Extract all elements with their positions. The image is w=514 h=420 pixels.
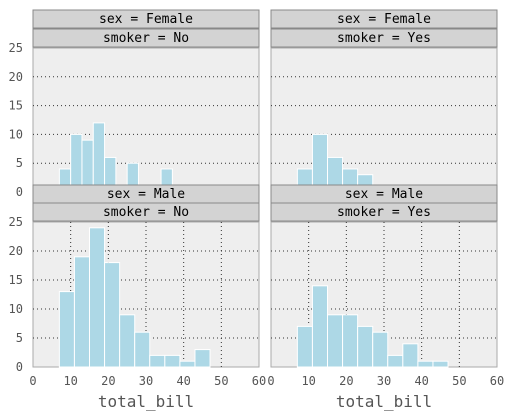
x-axis-label: total_bill	[98, 392, 194, 411]
y-tick-label: 0	[16, 185, 23, 199]
facet-strip-col: smoker = Yes	[270, 28, 498, 48]
histogram-bar	[119, 314, 136, 368]
histogram-bar	[342, 314, 359, 368]
x-tick-label: 0	[29, 374, 36, 388]
x-tick-label: 10	[301, 374, 315, 388]
y-tick-label: 10	[9, 127, 23, 141]
x-tick-label: 40	[176, 374, 190, 388]
x-tick-label: 30	[377, 374, 391, 388]
facet-strip-row: sex = Male	[32, 184, 260, 204]
strip-background	[270, 28, 498, 48]
histogram-bar	[89, 227, 106, 368]
x-tick-label: 20	[339, 374, 353, 388]
facet-strip-col: smoker = No	[32, 202, 260, 222]
histogram-bar	[417, 360, 434, 368]
histogram-bar	[357, 325, 374, 368]
y-tick-label: 10	[9, 302, 23, 316]
strip-label: smoker = No	[103, 205, 189, 220]
histogram-bar	[104, 262, 121, 368]
x-tick-label: 20	[101, 374, 115, 388]
histogram-bar	[149, 354, 166, 368]
facet-strip-row: sex = Male	[270, 184, 498, 204]
histogram-bar	[179, 360, 196, 368]
y-tick-label: 20	[9, 70, 23, 84]
strip-label: sex = Female	[337, 12, 431, 27]
y-tick-label: 15	[9, 273, 23, 287]
strip-background	[32, 28, 260, 48]
x-tick-label: 40	[414, 374, 428, 388]
x-tick-label: 0	[267, 374, 274, 388]
histogram-bar	[311, 133, 328, 193]
facet-panel-2: sex = Female smoker = Yes	[270, 9, 498, 193]
facet-panel-1: sex = Female smoker = No 0 5 10 15 20 25	[9, 9, 260, 199]
histogram-bar	[194, 349, 211, 368]
gridlines	[271, 76, 497, 164]
histogram-bar	[92, 122, 106, 193]
strip-background	[270, 9, 498, 29]
x-tick-label: 10	[63, 374, 77, 388]
strip-background	[270, 202, 498, 222]
histogram-bar	[164, 354, 181, 368]
histogram-bar	[387, 354, 404, 368]
strip-label: smoker = No	[103, 31, 189, 46]
strip-label: smoker = Yes	[337, 205, 431, 220]
strip-label: sex = Male	[345, 187, 423, 202]
y-tick-label: 15	[9, 99, 23, 113]
y-tick-label: 25	[9, 41, 23, 55]
histogram-bar	[372, 331, 389, 368]
histogram-bar	[311, 285, 328, 368]
histogram-bar	[58, 291, 75, 368]
x-tick-label: 30	[139, 374, 153, 388]
x-tick-label: 60	[252, 374, 266, 388]
panel-background	[270, 47, 498, 193]
strip-label: sex = Male	[107, 187, 185, 202]
strip-background	[32, 202, 260, 222]
histogram-bar	[432, 360, 449, 368]
y-tick-label: 5	[16, 156, 23, 170]
histogram-bar	[296, 325, 313, 368]
gridlines	[33, 76, 259, 164]
x-tick-label: 60	[490, 374, 504, 388]
facet-strip-col: smoker = Yes	[270, 202, 498, 222]
y-tick-label: 0	[16, 360, 23, 374]
strip-background	[32, 9, 260, 29]
facet-strip-row: sex = Female	[32, 9, 260, 29]
strip-label: sex = Female	[99, 12, 193, 27]
histogram-bar	[81, 139, 94, 193]
facet-strip-col: smoker = No	[32, 28, 260, 48]
y-tick-label: 5	[16, 331, 23, 345]
facet-strip-row: sex = Female	[270, 9, 498, 29]
x-tick-label: 50	[214, 374, 228, 388]
x-tick-label: 50	[452, 374, 466, 388]
facet-panel-3: sex = Male smoker = No 0 5 10 15 20 25 0 10 20 30 40…	[9, 184, 266, 411]
histogram-bar	[402, 343, 419, 368]
facet-panel-4: sex = Male smoker = Yes 0 10 20 30 40 50 60 total…	[267, 184, 504, 411]
x-axis-label: total_bill	[336, 392, 432, 411]
y-tick-label: 20	[9, 244, 23, 258]
histogram-bar	[134, 331, 151, 368]
y-tick-label: 25	[9, 215, 23, 229]
histogram-bar	[73, 256, 91, 368]
strip-label: smoker = Yes	[337, 31, 431, 46]
histogram-bar	[327, 314, 344, 368]
histogram-bar	[70, 133, 83, 193]
